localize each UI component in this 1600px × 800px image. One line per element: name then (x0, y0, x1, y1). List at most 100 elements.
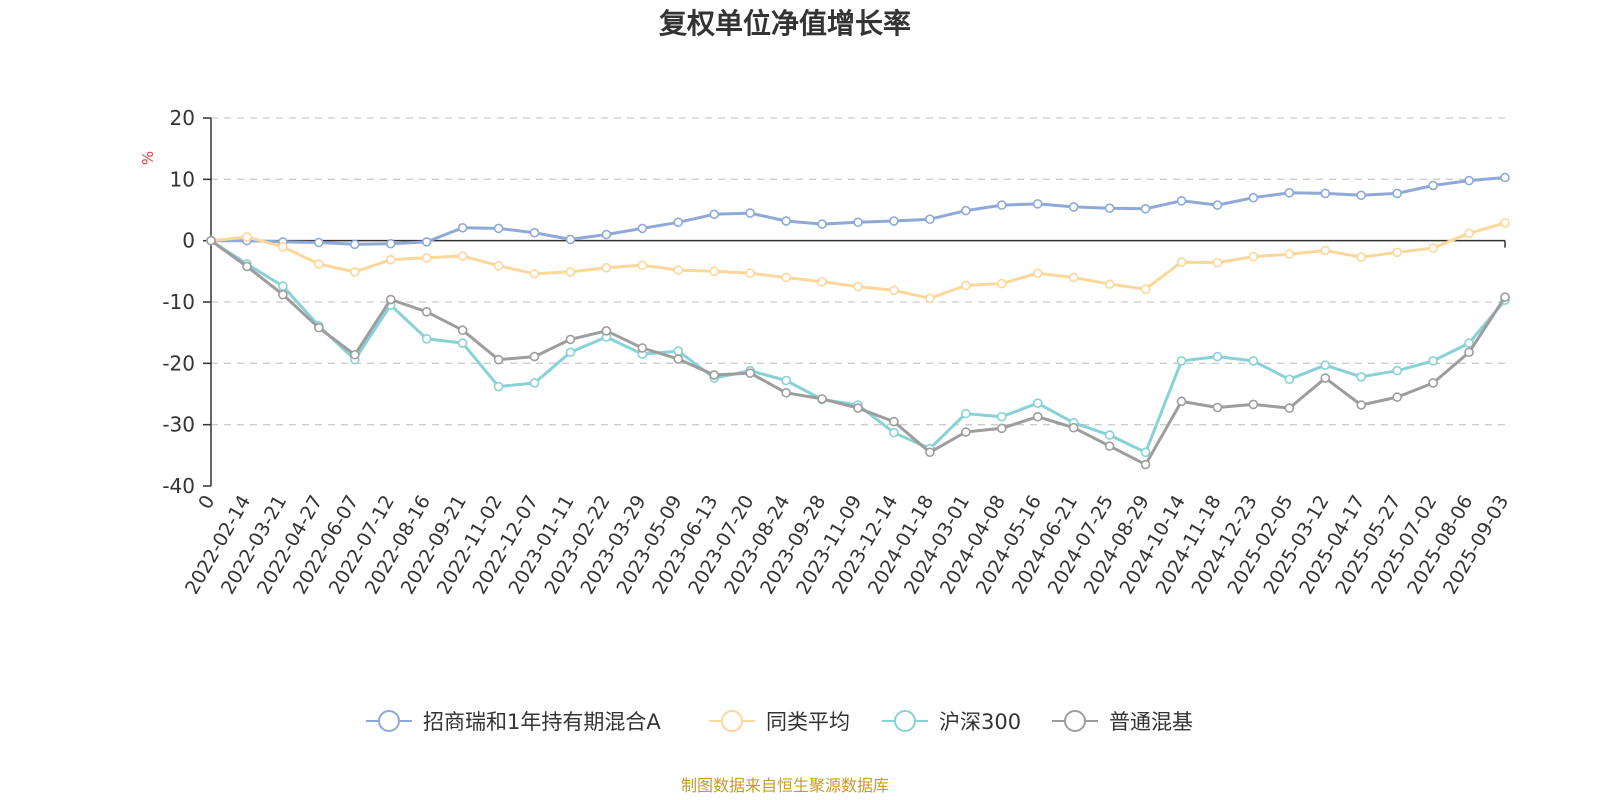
data-point (1284, 249, 1295, 259)
data-point (529, 351, 540, 362)
data-point (314, 237, 324, 248)
data-point (1212, 402, 1223, 413)
y-tick-label: 10 (170, 167, 195, 191)
data-point (1500, 292, 1510, 302)
data-point (1464, 347, 1474, 358)
data-point (709, 266, 720, 277)
y-tick-label: 20 (170, 106, 195, 130)
data-point (1356, 372, 1367, 382)
legend-item[interactable]: 同类平均 (709, 710, 850, 734)
data-point (1068, 202, 1079, 212)
data-point (853, 403, 863, 413)
data-point (709, 209, 720, 220)
data-point (817, 219, 827, 229)
data-point (1248, 192, 1259, 203)
data-point (601, 229, 612, 240)
legend-label: 同类平均 (766, 710, 850, 734)
data-point (1284, 188, 1295, 198)
data-point (1320, 188, 1331, 199)
data-point (421, 333, 432, 344)
data-point (709, 370, 720, 380)
data-point (457, 251, 468, 261)
data-point (1212, 257, 1223, 268)
data-point (925, 214, 935, 224)
data-point (1356, 400, 1367, 410)
legend-swatch-marker (894, 710, 916, 732)
data-point (1176, 396, 1187, 407)
y-tick-label: 0 (182, 229, 195, 253)
data-point (385, 294, 396, 305)
data-point (673, 217, 684, 228)
x-tick-label: 0 (194, 492, 219, 513)
data-point (314, 322, 324, 333)
legend-swatch-marker (378, 710, 400, 732)
data-point (349, 267, 360, 277)
data-point (889, 416, 899, 427)
data-point (925, 447, 935, 458)
data-point (1464, 175, 1474, 186)
data-point (637, 343, 648, 353)
y-tick-label: -10 (162, 290, 195, 314)
data-point (1104, 279, 1115, 290)
data-point (1176, 356, 1187, 366)
data-point (1428, 356, 1438, 366)
data-point (529, 227, 540, 238)
data-point (1140, 284, 1151, 294)
data-point (1356, 190, 1367, 201)
legend-label: 沪深300 (939, 710, 1021, 734)
series-line (210, 239, 1507, 454)
data-point (961, 280, 971, 291)
data-point (1248, 399, 1259, 410)
data-point (601, 262, 612, 273)
data-point (565, 334, 576, 345)
data-point (1356, 252, 1367, 263)
data-point (1176, 196, 1187, 206)
data-point (421, 307, 432, 317)
legend-label: 招商瑞和1年持有期混合A (423, 710, 661, 734)
data-point (1212, 351, 1223, 362)
legend-item[interactable]: 招商瑞和1年持有期混合A (366, 710, 661, 734)
data-point (385, 254, 396, 265)
data-point (781, 375, 791, 386)
data-point (1032, 268, 1043, 278)
data-point (889, 216, 899, 226)
data-point (493, 223, 504, 234)
legend-label: 普通混基 (1109, 710, 1193, 734)
data-point (529, 378, 540, 388)
data-point (853, 217, 863, 228)
y-tick-label: -30 (162, 413, 195, 437)
data-point (961, 427, 971, 437)
legend-item[interactable]: 沪深300 (882, 710, 1021, 734)
data-point (1464, 338, 1474, 348)
legend-item[interactable]: 普通混基 (1052, 710, 1193, 734)
data-point (925, 293, 935, 304)
data-point (493, 381, 504, 392)
data-point (493, 354, 504, 365)
source-note: 制图数据来自恒生聚源数据库 (681, 776, 889, 795)
data-point (493, 261, 504, 271)
data-point (1500, 172, 1510, 183)
data-point (961, 408, 971, 419)
data-point (1320, 360, 1331, 370)
data-point (1032, 398, 1043, 409)
data-point (529, 268, 540, 279)
data-point (1428, 378, 1438, 388)
data-point (349, 239, 360, 250)
data-point (817, 276, 827, 287)
data-point (1320, 245, 1331, 256)
data-point (1392, 392, 1402, 402)
data-point (817, 394, 827, 404)
data-point (1248, 356, 1259, 366)
data-point (673, 346, 684, 356)
data-point (242, 261, 252, 272)
data-point (457, 325, 468, 336)
data-point (1176, 257, 1187, 267)
data-point (421, 237, 432, 247)
data-point (637, 223, 648, 234)
series-line (210, 239, 1507, 466)
data-point (457, 338, 468, 348)
y-unit-label: % (139, 151, 157, 165)
data-point (1068, 272, 1079, 283)
data-point (385, 238, 396, 249)
data-point (278, 242, 288, 252)
